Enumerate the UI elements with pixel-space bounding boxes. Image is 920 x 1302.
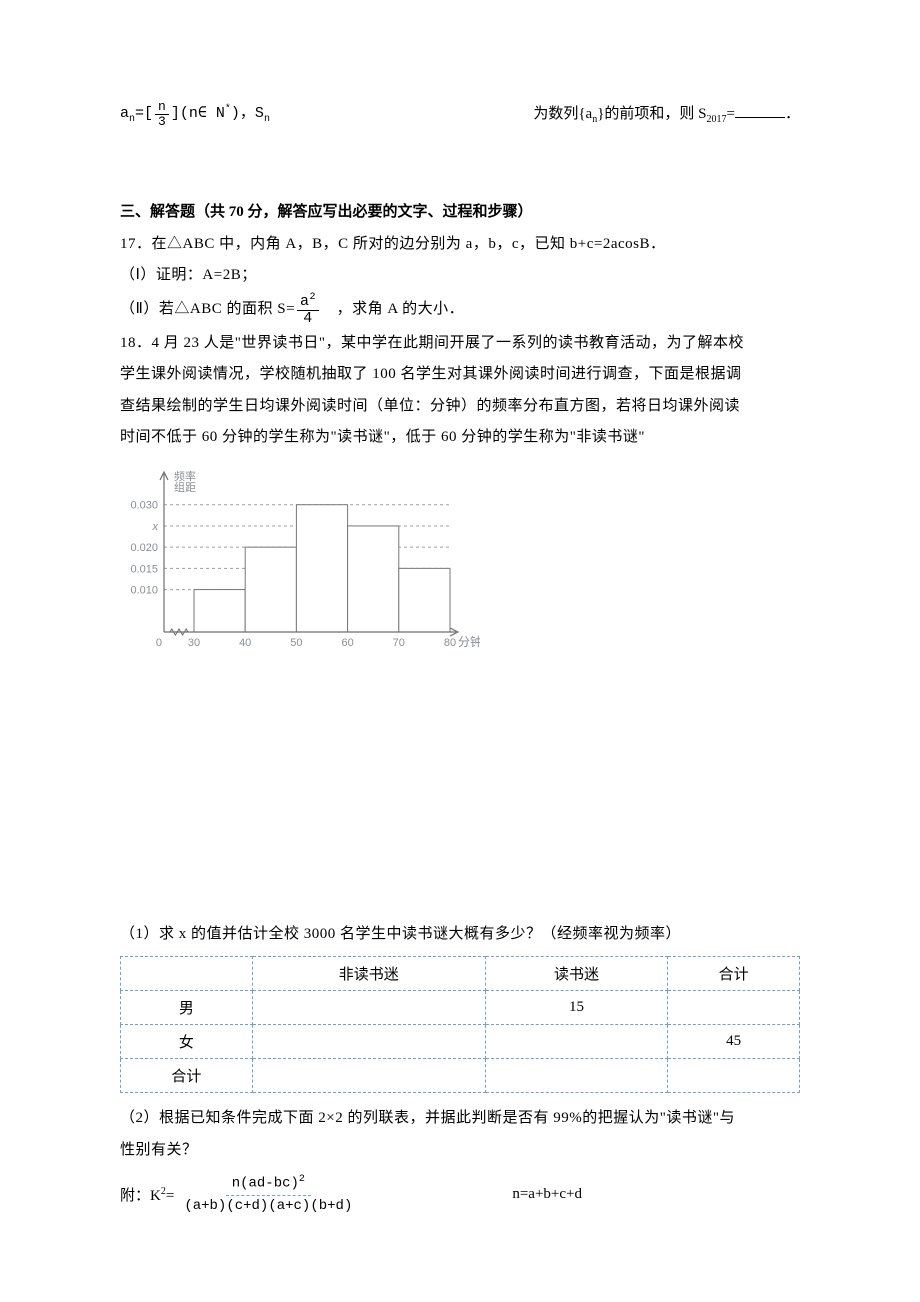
q18-sub1: （1）求 x 的值并估计全校 3000 名学生中读书谜大概有多少？（经频率视为频… bbox=[120, 919, 800, 951]
table-row: 合计 bbox=[121, 1059, 800, 1093]
q18-sub2a: （2）根据已知条件完成下面 2×2 的列联表，并据此判断是否有 99%的把握认为… bbox=[120, 1103, 800, 1135]
text: 附：K2= bbox=[120, 1184, 174, 1205]
table-cell: 男 bbox=[121, 991, 253, 1025]
section-3-heading: 三、解答题（共 70 分，解答应写出必要的文字、过程和步骤） bbox=[120, 200, 800, 221]
svg-text:x: x bbox=[152, 521, 159, 533]
fraction: n(ad-bc)2 (a+b)(c+d)(a+c)(b+d) bbox=[178, 1174, 358, 1214]
q17-line3: （Ⅱ）若△ABC 的面积 S= a2 4 ，求角 A 的大小． bbox=[120, 292, 800, 328]
table-cell: 合计 bbox=[121, 1059, 253, 1093]
table-cell bbox=[485, 1059, 667, 1093]
svg-text:频率: 频率 bbox=[174, 469, 196, 483]
histogram-svg: 0.030 x 0.020 0.015 0.010 0 30 40 50 60 70 80 频率组距分钟 bbox=[120, 464, 480, 664]
svg-text:60: 60 bbox=[341, 637, 353, 649]
text: an=[ bbox=[120, 103, 153, 127]
svg-text:分钟: 分钟 bbox=[458, 634, 480, 649]
blank-fill bbox=[735, 102, 785, 118]
table-header: 合计 bbox=[668, 957, 800, 991]
q18-p4: 时间不低于 60 分钟的学生称为"读书谜"，低于 60 分钟的学生称为"非读书谜… bbox=[120, 422, 800, 454]
q17-line2: （Ⅰ）证明：A=2B； bbox=[120, 260, 800, 292]
table-header bbox=[121, 957, 253, 991]
table-cell bbox=[252, 1025, 485, 1059]
table-cell: 15 bbox=[485, 991, 667, 1025]
table-header: 读书迷 bbox=[485, 957, 667, 991]
svg-text:40: 40 bbox=[239, 637, 251, 649]
table-row: 女 45 bbox=[121, 1025, 800, 1059]
q16-formula: an=[n3](n∈ N*)，Sn 为数列{an}的前项和，则 S2017=． bbox=[120, 100, 800, 130]
svg-text:0.010: 0.010 bbox=[130, 584, 158, 596]
text: n=a+b+c+d bbox=[512, 1186, 582, 1203]
table-row: 男 15 bbox=[121, 991, 800, 1025]
svg-text:30: 30 bbox=[188, 637, 200, 649]
table-row: 非读书迷 读书迷 合计 bbox=[121, 957, 800, 991]
table-header: 非读书迷 bbox=[252, 957, 485, 991]
q17-line1: 17．在△ABC 中，内角 A，B，C 所对的边分别为 a，b，c，已知 b+c… bbox=[120, 229, 800, 261]
svg-text:50: 50 bbox=[290, 637, 302, 649]
table-cell bbox=[252, 991, 485, 1025]
table-cell: 女 bbox=[121, 1025, 253, 1059]
svg-text:0.015: 0.015 bbox=[130, 563, 158, 575]
table-cell: 45 bbox=[668, 1025, 800, 1059]
q18-p2: 学生课外阅读情况，学校随机抽取了 100 名学生对其课外阅读时间进行调查，下面是… bbox=[120, 359, 800, 391]
fraction: a2 4 bbox=[297, 292, 319, 328]
text: ，求角 A 的大小． bbox=[321, 294, 464, 326]
svg-text:80: 80 bbox=[444, 637, 456, 649]
svg-text:组距: 组距 bbox=[174, 480, 196, 494]
table-cell bbox=[668, 991, 800, 1025]
svg-text:70: 70 bbox=[393, 637, 405, 649]
table-cell bbox=[485, 1025, 667, 1059]
table-cell bbox=[668, 1059, 800, 1093]
text: （Ⅱ）若△ABC 的面积 S= bbox=[120, 294, 295, 326]
svg-text:0: 0 bbox=[156, 637, 162, 649]
text: 为数列{an}的前项和，则 S2017=． bbox=[533, 102, 800, 127]
q18-p3: 查结果绘制的学生日均课外阅读时间（单位：分钟）的频率分布直方图，若将日均课外阅读 bbox=[120, 391, 800, 423]
fraction: n3 bbox=[155, 100, 169, 130]
svg-text:0.030: 0.030 bbox=[130, 499, 158, 511]
q18-p1: 18．4 月 23 人是"世界读书日"，某中学在此期间开展了一系列的读书教育活动… bbox=[120, 328, 800, 360]
q18-sub2b: 性别有关？ bbox=[120, 1135, 800, 1167]
svg-text:0.020: 0.020 bbox=[130, 542, 158, 554]
table-cell bbox=[252, 1059, 485, 1093]
histogram: 0.030 x 0.020 0.015 0.010 0 30 40 50 60 70 80 频率组距分钟 bbox=[120, 464, 800, 669]
text: ](n∈ N*)，Sn bbox=[171, 103, 270, 127]
contingency-table: 非读书迷 读书迷 合计 男 15 女 45 合计 bbox=[120, 956, 800, 1093]
k2-formula: 附：K2= n(ad-bc)2 (a+b)(c+d)(a+c)(b+d) n=a… bbox=[120, 1174, 800, 1214]
